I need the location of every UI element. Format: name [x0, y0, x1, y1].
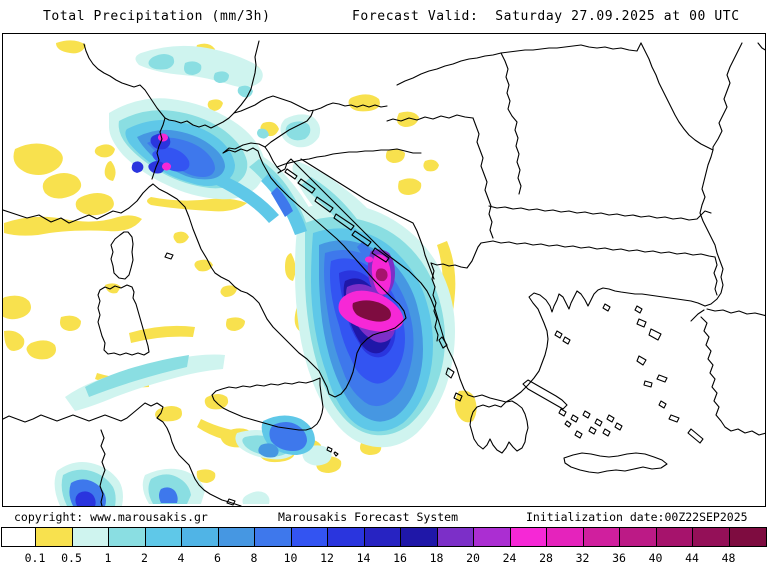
legend-labels: 0.1 0.5 1 2 4 6 8 10 12 14 16 18 20 24 28 32 36 40 44 48 — [0, 551, 768, 565]
precip-region-deepmagenta — [375, 268, 388, 282]
coastline-layer — [3, 40, 765, 506]
islands-dodecanese — [658, 400, 704, 444]
legend-label: 28 — [539, 551, 553, 565]
border-romania-ukraine — [580, 42, 642, 52]
border-bosnia-coastal — [300, 158, 435, 280]
border-alps-chain — [83, 43, 388, 129]
page-title: Total Precipitation (mm/3h) — [43, 9, 271, 24]
border-hungary-romania-serbia — [500, 52, 522, 195]
coastline-turkey-west — [690, 308, 765, 436]
legend-label: 4 — [177, 551, 185, 565]
island-crete — [563, 452, 668, 474]
legend-label: 36 — [612, 551, 626, 565]
legend-cell — [291, 528, 328, 546]
legend-label: 2 — [141, 551, 148, 565]
init-date-text: Initialization date:00Z22SEP2025 — [526, 510, 748, 524]
legend-label: 8 — [250, 551, 258, 565]
legend-label: 44 — [685, 551, 699, 565]
precip-region-maroon — [352, 300, 391, 322]
legend-cell — [620, 528, 657, 546]
legend-cell — [547, 528, 584, 546]
legend-cell — [583, 528, 620, 546]
map-area — [2, 33, 766, 507]
legend-cell — [72, 528, 109, 546]
precipitation-map-svg — [3, 40, 765, 506]
legend-label: 0.5 — [61, 551, 82, 565]
legend-cell — [729, 528, 766, 546]
legend-cell — [474, 528, 511, 546]
legend-label: 1 — [104, 551, 112, 565]
legend-label: 10 — [283, 551, 298, 565]
legend-label: 16 — [393, 551, 407, 565]
border-france-italy — [151, 117, 166, 180]
forecast-valid-text: Forecast Valid: Saturday 27.09.2025 at 0… — [352, 9, 740, 24]
legend-cell — [218, 528, 255, 546]
copyright-text: copyright: www.marousakis.gr — [14, 510, 208, 524]
legend-cell — [109, 528, 146, 546]
legend-label: 18 — [429, 551, 444, 565]
legend-label: 14 — [356, 551, 371, 565]
legend-cell — [255, 528, 292, 546]
islands-cyclades — [558, 408, 623, 439]
legend-cell — [437, 528, 474, 546]
coastline-black-sea — [699, 42, 743, 307]
border-austria-switzerland — [233, 40, 260, 114]
border-greece-north — [492, 240, 716, 258]
island-elba — [164, 252, 174, 260]
border-hungary-croatia — [386, 114, 474, 122]
island-corsica — [110, 231, 134, 280]
border-slovenia-croatia — [264, 110, 422, 168]
legend-label: 20 — [466, 551, 480, 565]
legend-label: 40 — [648, 551, 663, 565]
legend-cell — [2, 528, 36, 546]
border-hungary-north — [396, 44, 582, 86]
precip-region-vividblue — [152, 147, 405, 384]
legend-cell — [510, 528, 547, 546]
legend-cell — [656, 528, 693, 546]
island-sicily — [211, 377, 324, 431]
islands-ionian — [438, 336, 463, 402]
legend-label: 48 — [721, 551, 736, 565]
legend-cell — [328, 528, 365, 546]
forecast-system-text: Marousakis Forecast System — [278, 510, 459, 524]
coastline-north-africa — [3, 402, 242, 506]
legend-label: 6 — [214, 551, 221, 565]
coastline-crimea-corner — [757, 42, 765, 51]
border-algeria-tunisia — [99, 429, 106, 506]
legend-bar — [1, 527, 767, 547]
legend-label: 0.1 — [24, 551, 46, 565]
legend-label: 24 — [502, 551, 517, 565]
island-sardinia — [97, 284, 150, 356]
legend-cell — [36, 528, 73, 546]
border-bulgaria-north — [488, 205, 712, 221]
island-euboea — [522, 379, 568, 410]
legend-cell — [145, 528, 182, 546]
islands-dalmatia — [284, 168, 390, 263]
coastline-europe-mainland — [3, 142, 706, 403]
legend-cell — [693, 528, 730, 546]
precipitation-layer — [3, 40, 477, 506]
border-serbia-east — [472, 117, 494, 239]
legend-cell — [364, 528, 401, 546]
peninsula-peloponnese — [469, 400, 529, 454]
legend-cell — [182, 528, 219, 546]
legend-label: 12 — [320, 551, 334, 565]
island-malta — [326, 446, 339, 457]
islands-north-aegean — [554, 303, 668, 388]
border-turkey-bulgaria — [713, 256, 718, 296]
border-moldova — [640, 42, 714, 151]
border-albania-macedonia — [430, 240, 494, 342]
legend-cell — [401, 528, 438, 546]
legend-label: 32 — [575, 551, 590, 565]
